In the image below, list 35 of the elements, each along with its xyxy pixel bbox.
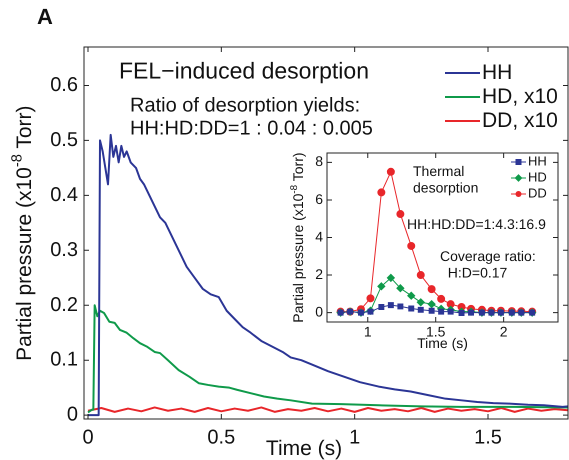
y-tick-label: 0.5 [50, 128, 78, 151]
x-tick-label: 0 [82, 426, 94, 449]
y-tick-label: 0 [66, 404, 78, 426]
legend-label: HH [528, 154, 547, 169]
y-axis-title: Partial pressure (x10-8 Torr) [10, 105, 36, 361]
legend-label: HH [482, 60, 512, 84]
x-tick-label: 2 [500, 323, 508, 340]
legend-label: DD [528, 186, 547, 201]
x-tick-label: 1.5 [474, 426, 502, 449]
annotation: HH:HD:DD=1 : 0.04 : 0.005 [130, 118, 373, 140]
y-axis-title: Partial pressure (x10-8 Torr) [288, 152, 306, 323]
x-tick-label: 1 [349, 426, 360, 449]
y-tick-label: 0.4 [50, 184, 78, 206]
x-tick-label: 1.5 [426, 323, 446, 340]
legend-label: DD, x10 [482, 108, 558, 132]
annotation: Thermal desorption [413, 162, 478, 196]
y-tick-label: 0.1 [50, 348, 78, 371]
annotation: Ratio of desorption yields: [130, 94, 360, 117]
text: FEL−induced desorption [119, 57, 369, 84]
annotation: HH:HD:DD=1:4.3:16.9 [407, 216, 546, 232]
legend-label: HD [528, 170, 547, 185]
y-tick-label: 8 [315, 153, 324, 170]
y-tick-label: 0.6 [50, 74, 78, 96]
annotation: Coverage ratio: H:D=0.17 [440, 248, 536, 281]
y-tick-label: 0.2 [50, 294, 78, 316]
x-axis-title: Time (s) [266, 436, 342, 460]
x-tick-label: 0.5 [207, 426, 236, 449]
text: A [37, 4, 53, 30]
y-tick-label: 2 [315, 266, 324, 282]
y-tick-label: 0 [315, 303, 324, 320]
y-tick-label: 4 [315, 228, 324, 244]
legend-label: HD, x10 [482, 84, 558, 108]
x-tick-label: 1 [364, 323, 372, 340]
y-tick-label: 0.3 [50, 238, 78, 261]
y-tick-label: 6 [315, 190, 324, 207]
